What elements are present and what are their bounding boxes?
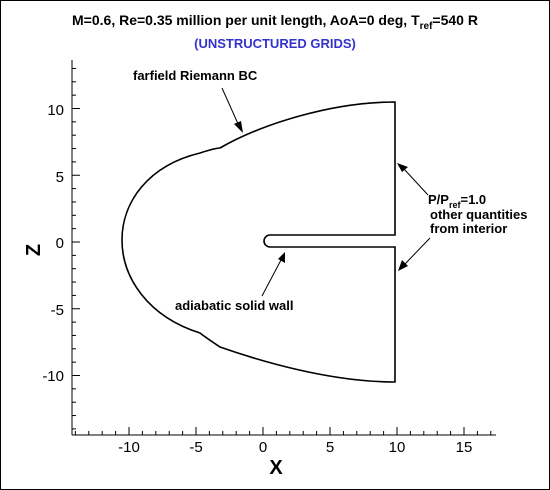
x-tick-labels: -10 -5 0 5 10 15 [118, 439, 472, 456]
farfield-leader [221, 87, 240, 127]
outlet-label-line3: from interior [430, 221, 507, 236]
outlet-arrowhead-upper [397, 163, 408, 172]
wall-label: adiabatic solid wall [175, 298, 293, 313]
y-axis-label: Z [23, 244, 45, 256]
wall-leader [261, 259, 282, 297]
figure-subtitle: (UNSTRUCTURED GRIDS) [194, 36, 356, 51]
wall-arrowhead [278, 252, 285, 263]
outlet-arrowhead-lower [398, 260, 408, 271]
outlet-label-line1: P/Pref=1.0 [428, 192, 486, 210]
tick-marks [72, 67, 492, 435]
x-tick-label: -10 [118, 439, 140, 456]
outlet-leader-lower [404, 237, 431, 265]
y-tick-label: -5 [51, 302, 64, 319]
x-tick-label: 15 [456, 439, 473, 456]
y-tick-label: -10 [42, 368, 64, 385]
y-tick-label: 0 [56, 235, 64, 252]
figure-title: M=0.6, Re=0.35 million per unit length, … [72, 12, 478, 32]
y-tick-labels: 10 5 0 -5 -10 [42, 102, 64, 385]
x-tick-label: -5 [189, 439, 202, 456]
x-axis-label: X [269, 457, 283, 479]
x-tick-label: 10 [389, 439, 406, 456]
farfield-label: farfield Riemann BC [133, 68, 258, 83]
outlet-label-line2: other quantities [430, 207, 528, 222]
farfield-boundary [121, 101, 396, 383]
y-tick-label: 10 [47, 102, 64, 119]
farfield-arrowhead [234, 121, 243, 133]
x-tick-label: 0 [259, 439, 267, 456]
x-tick-label: 5 [326, 439, 334, 456]
y-tick-label: 5 [56, 169, 64, 186]
outlet-leader-upper [403, 168, 429, 196]
